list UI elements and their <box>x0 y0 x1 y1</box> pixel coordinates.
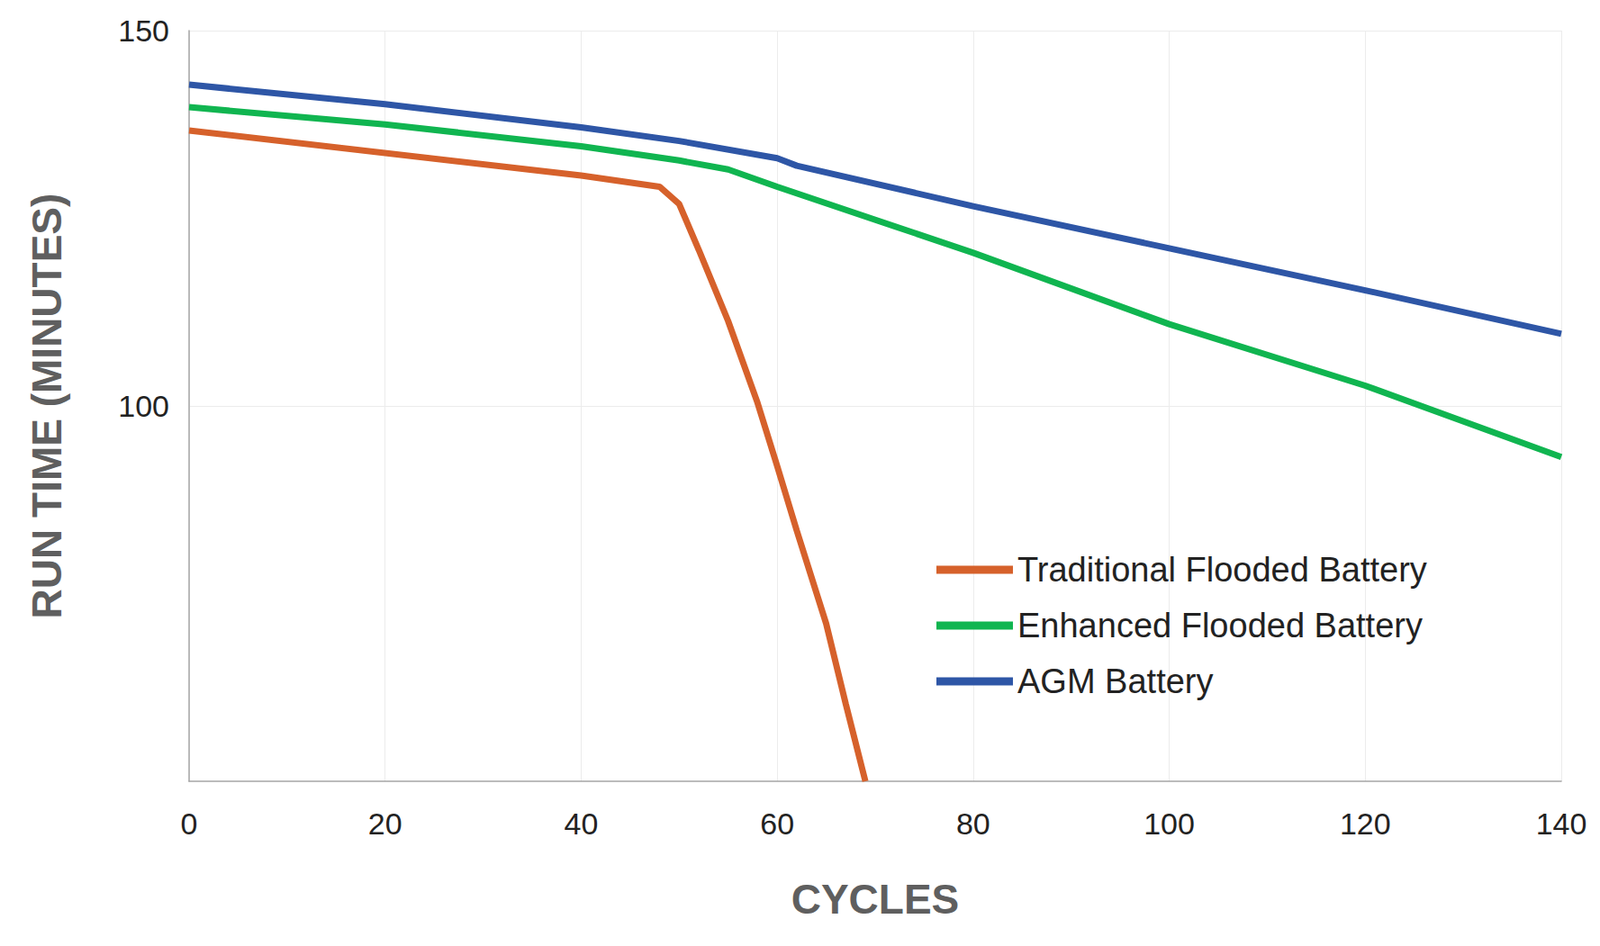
svg-text:Enhanced Flooded Battery: Enhanced Flooded Battery <box>1017 606 1423 645</box>
svg-text:150: 150 <box>117 13 170 48</box>
svg-text:60: 60 <box>759 806 795 841</box>
svg-text:AGM Battery: AGM Battery <box>1017 662 1214 701</box>
svg-text:40: 40 <box>564 806 599 841</box>
svg-text:100: 100 <box>117 388 170 424</box>
svg-text:140: 140 <box>1536 806 1588 841</box>
svg-text:0: 0 <box>180 806 199 841</box>
svg-text:100: 100 <box>1143 806 1195 841</box>
svg-text:80: 80 <box>956 806 991 841</box>
svg-text:120: 120 <box>1339 806 1392 841</box>
svg-text:RUN TIME (MINUTES): RUN TIME (MINUTES) <box>23 193 71 620</box>
svg-text:20: 20 <box>368 806 403 841</box>
svg-text:Traditional Flooded Battery: Traditional Flooded Battery <box>1017 551 1428 589</box>
svg-text:CYCLES: CYCLES <box>791 876 960 923</box>
